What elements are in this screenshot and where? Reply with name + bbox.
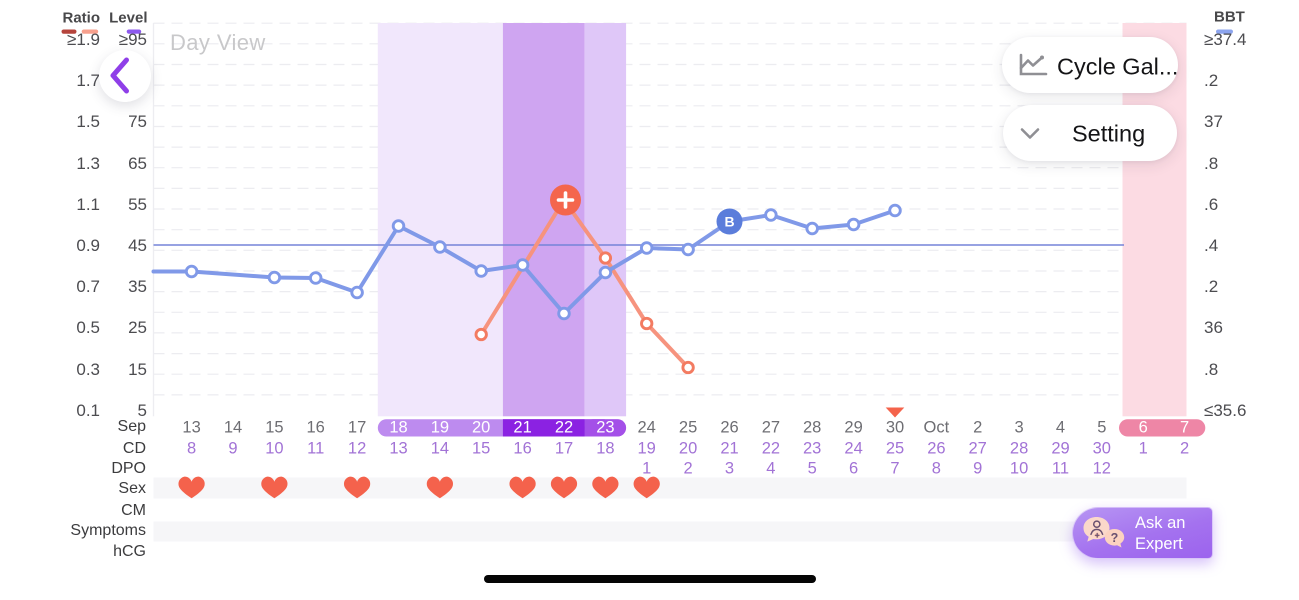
- svg-text:?: ?: [1111, 531, 1119, 545]
- svg-text:B: B: [724, 214, 734, 230]
